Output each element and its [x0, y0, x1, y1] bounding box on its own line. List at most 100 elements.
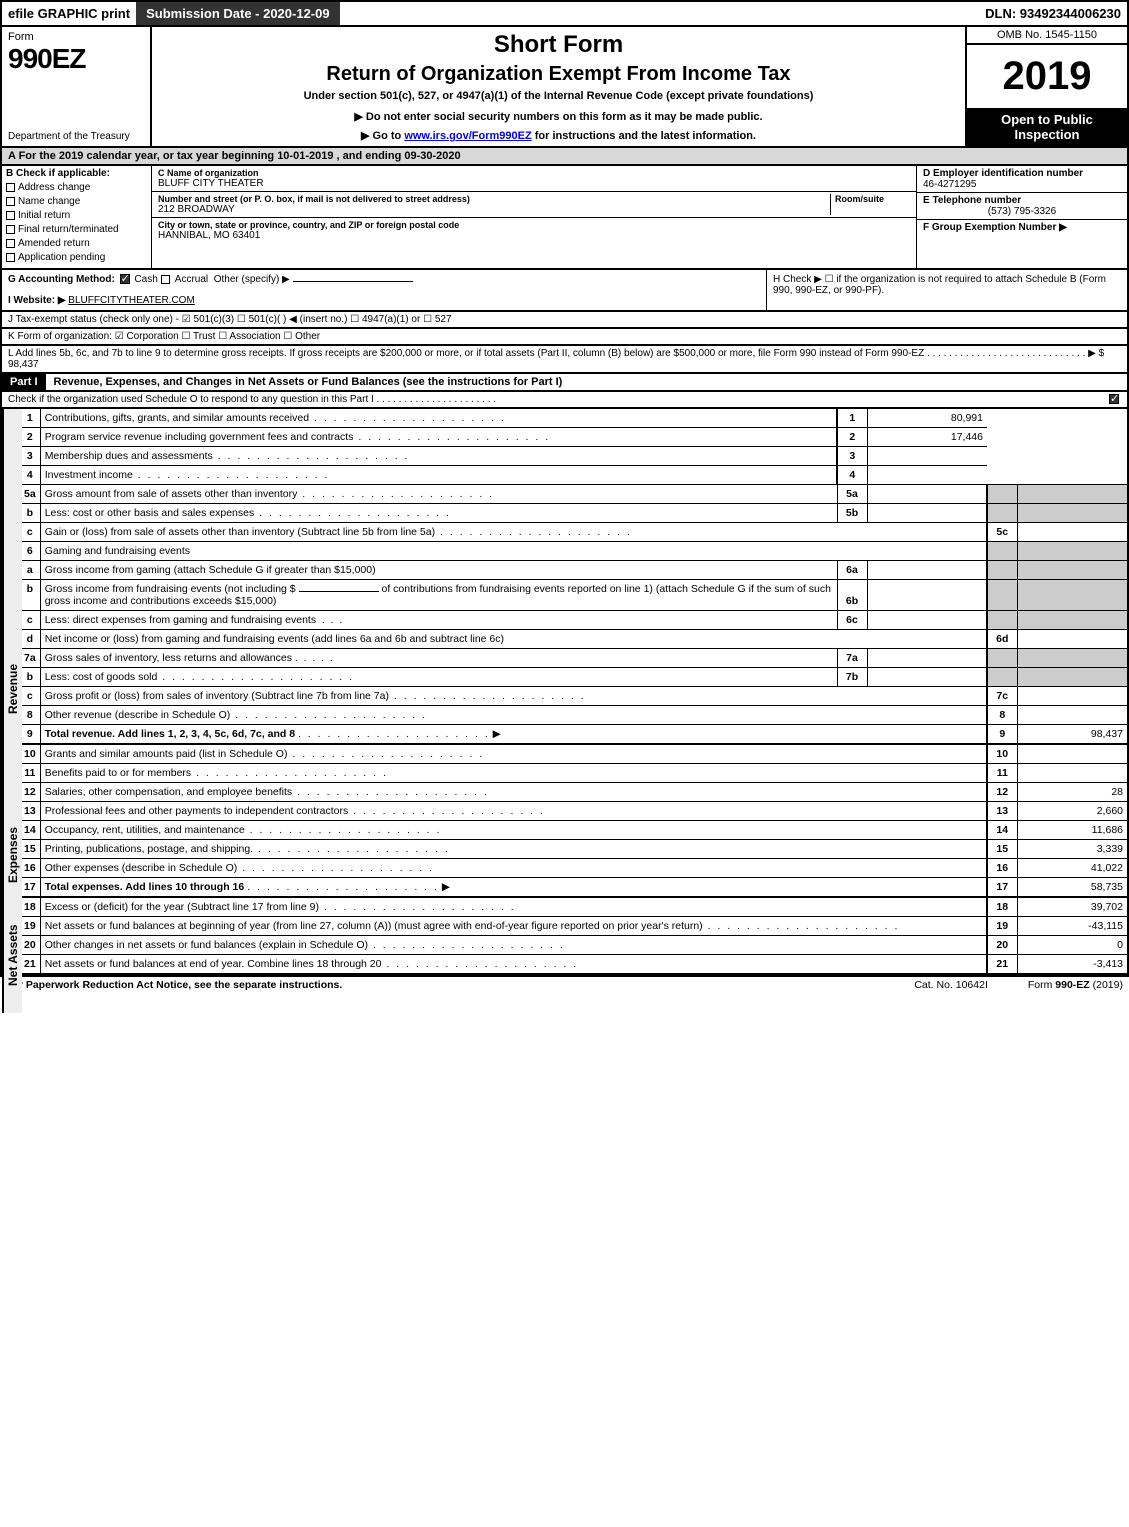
line-rnum: 4 [837, 466, 867, 485]
shaded-cell [1017, 649, 1127, 668]
line-desc: Other changes in net assets or fund bala… [40, 936, 987, 955]
line-val: 17,446 [867, 428, 987, 447]
line-rnum: 5c [987, 523, 1017, 542]
line-subnum: 5a [837, 485, 867, 504]
line-val: 0 [1017, 936, 1127, 955]
revenue-table: 1Contributions, gifts, grants, and simil… [2, 409, 1127, 743]
ein-label: D Employer identification number [923, 168, 1121, 179]
shaded-cell [987, 649, 1017, 668]
shaded-cell [987, 561, 1017, 580]
section-def: D Employer identification number 46-4271… [917, 166, 1127, 268]
shaded-cell [1017, 668, 1127, 687]
line-rnum: 2 [837, 428, 867, 447]
cb-label: Amended return [18, 238, 90, 249]
checkbox-name-change[interactable] [6, 197, 15, 206]
section-j: J Tax-exempt status (check only one) - ☑… [0, 312, 1129, 329]
line-val: 98,437 [1017, 725, 1127, 744]
section-b-label: B Check if applicable: [6, 168, 147, 179]
line-subval [867, 668, 987, 687]
checkbox-schedule-o[interactable] [1109, 394, 1119, 404]
section-b: B Check if applicable: Address change Na… [2, 166, 152, 268]
line-desc: Gross income from fundraising events (no… [40, 580, 837, 611]
checkbox-accrual[interactable] [161, 275, 170, 284]
form-word: Form [8, 31, 144, 43]
line-desc: Professional fees and other payments to … [40, 802, 987, 821]
line-desc: Occupancy, rent, utilities, and maintena… [40, 821, 987, 840]
accrual-label: Accrual [175, 274, 208, 285]
line-subnum: 6a [837, 561, 867, 580]
line-val: 39,702 [1017, 898, 1127, 917]
line-rnum: 11 [987, 764, 1017, 783]
shaded-cell [1017, 504, 1127, 523]
group-exemption-label: F Group Exemption Number ▶ [923, 222, 1121, 233]
netassets-section: Net Assets 18Excess or (deficit) for the… [0, 898, 1129, 975]
addr-label: Number and street (or P. O. box, if mail… [158, 194, 830, 204]
line-desc: Gross sales of inventory, less returns a… [40, 649, 837, 668]
line-subval [867, 561, 987, 580]
dln-label: DLN: 93492344006230 [979, 4, 1127, 23]
checkbox-final-return[interactable] [6, 225, 15, 234]
accounting-method-label: G Accounting Method: [8, 274, 115, 285]
section-c: C Name of organization BLUFF CITY THEATE… [152, 166, 917, 268]
line-desc: Investment income [40, 466, 837, 485]
submission-date-badge: Submission Date - 2020-12-09 [136, 2, 340, 25]
line-subnum: 6c [837, 611, 867, 630]
line-val [1017, 706, 1127, 725]
under-section-text: Under section 501(c), 527, or 4947(a)(1)… [160, 90, 957, 102]
line-rnum: 18 [987, 898, 1017, 917]
shaded-cell [987, 485, 1017, 504]
form-number: 990EZ [8, 43, 144, 75]
cb-label: Name change [18, 196, 80, 207]
line-val [1017, 764, 1127, 783]
line-rnum: 20 [987, 936, 1017, 955]
line-val: 58,735 [1017, 878, 1127, 897]
org-name-label: C Name of organization [158, 168, 910, 178]
cb-label: Application pending [18, 252, 105, 263]
checkbox-address-change[interactable] [6, 183, 15, 192]
line-subval [867, 611, 987, 630]
line-subnum: 7a [837, 649, 867, 668]
shaded-cell [987, 504, 1017, 523]
line-val: 11,686 [1017, 821, 1127, 840]
line-desc: Less: direct expenses from gaming and fu… [40, 611, 837, 630]
checkbox-application-pending[interactable] [6, 253, 15, 262]
line-rnum: 14 [987, 821, 1017, 840]
irs-link[interactable]: www.irs.gov/Form990EZ [404, 130, 531, 142]
page-footer: For Paperwork Reduction Act Notice, see … [0, 975, 1129, 993]
form-ref: Form 990-EZ (2019) [1028, 979, 1123, 991]
line-val: 3,339 [1017, 840, 1127, 859]
line-val [867, 447, 987, 466]
revenue-section: Revenue 1Contributions, gifts, grants, a… [0, 409, 1129, 745]
other-input-line[interactable] [293, 281, 413, 282]
phone-value: (573) 795-3326 [923, 206, 1121, 217]
line-desc: Other revenue (describe in Schedule O) [40, 706, 987, 725]
line-desc: Total revenue. Add lines 1, 2, 3, 4, 5c,… [40, 725, 987, 744]
do-not-enter-text: ▶ Do not enter social security numbers o… [160, 110, 957, 123]
line-val: -43,115 [1017, 917, 1127, 936]
other-label: Other (specify) ▶ [214, 274, 290, 285]
efile-print-label[interactable]: efile GRAPHIC print [8, 6, 130, 21]
cb-label: Initial return [18, 210, 70, 221]
line-val: 28 [1017, 783, 1127, 802]
cat-no: Cat. No. 10642I [914, 979, 988, 991]
part-1-title: Revenue, Expenses, and Changes in Net As… [46, 374, 1127, 390]
ein-value: 46-4271295 [923, 179, 1121, 190]
info-grid: B Check if applicable: Address change Na… [0, 166, 1129, 270]
line-rnum: 10 [987, 745, 1017, 764]
checkbox-initial-return[interactable] [6, 211, 15, 220]
section-gh: G Accounting Method: Cash Accrual Other … [0, 270, 1129, 312]
checkbox-cash[interactable] [120, 274, 130, 284]
expenses-section: Expenses 10Grants and similar amounts pa… [0, 745, 1129, 898]
section-l-text: L Add lines 5b, 6c, and 7b to line 9 to … [8, 348, 1096, 359]
shaded-cell [987, 580, 1017, 611]
line-desc: Membership dues and assessments [40, 447, 837, 466]
line-val [1017, 745, 1127, 764]
line-rnum: 21 [987, 955, 1017, 974]
line-val [1017, 687, 1127, 706]
website-value: BLUFFCITYTHEATER.COM [68, 295, 194, 306]
line-subval [867, 580, 987, 611]
checkbox-amended-return[interactable] [6, 239, 15, 248]
line-desc: Program service revenue including govern… [40, 428, 837, 447]
line-desc: Gross income from gaming (attach Schedul… [40, 561, 837, 580]
city-label: City or town, state or province, country… [158, 220, 910, 230]
